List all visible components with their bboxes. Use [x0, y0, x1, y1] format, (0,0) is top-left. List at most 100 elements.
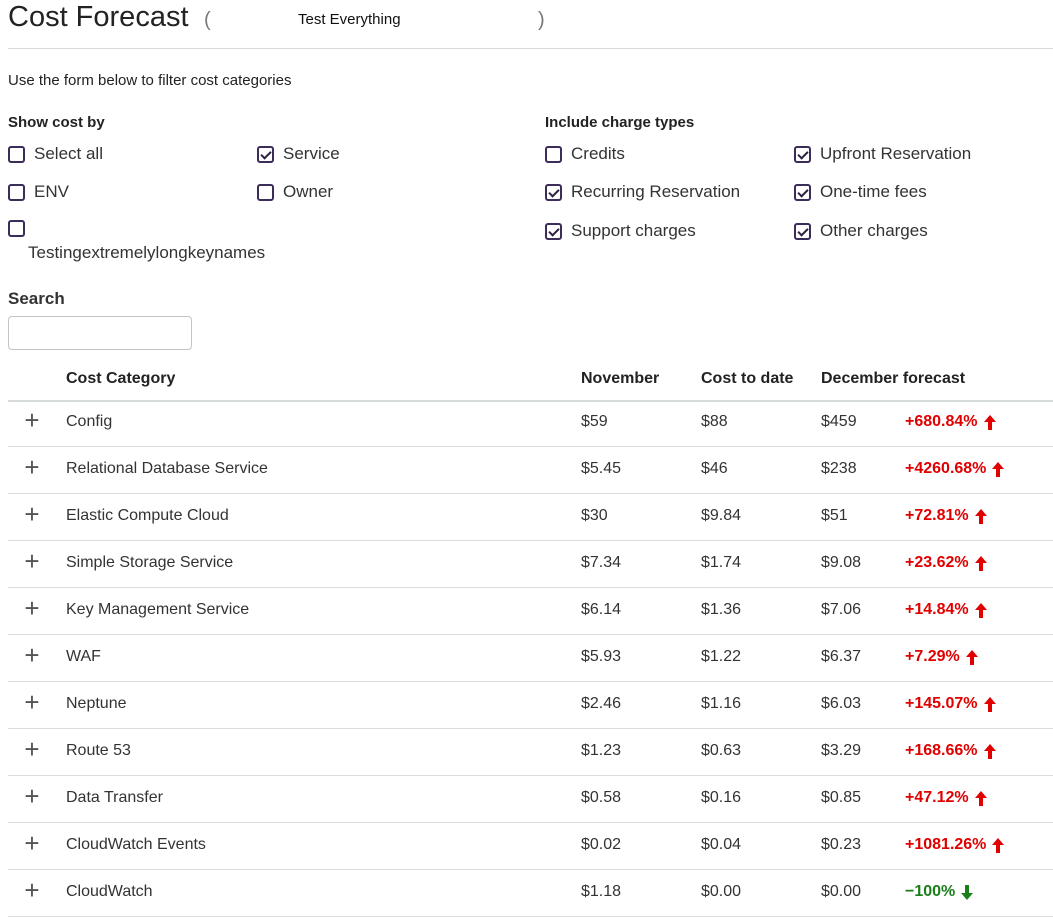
checkbox-icon[interactable]: [545, 145, 562, 163]
cell-category: Config: [66, 413, 113, 430]
show-cost-by-title: Show cost by: [8, 114, 105, 131]
cell-category: Data Transfer: [66, 789, 163, 806]
checkbox-icon[interactable]: [794, 183, 811, 201]
arrow-up-icon: [965, 649, 978, 665]
checkbox-testingextremelylongkeynames[interactable]: [8, 220, 34, 237]
cell-category: Relational Database Service: [66, 460, 268, 477]
table-row: + Config $59 $88 $459 +680.84%: [8, 400, 1053, 447]
change-value: +145.07%: [905, 695, 978, 712]
checkbox-icon[interactable]: [794, 222, 811, 240]
checkbox-icon[interactable]: [794, 145, 811, 163]
arrow-down-icon: [961, 884, 974, 900]
cell-november: $2.46: [581, 695, 622, 712]
column-header-december-forecast[interactable]: December forecast: [821, 370, 966, 387]
cell-november: $0.02: [581, 836, 622, 853]
cell-category: Neptune: [66, 695, 127, 712]
cell-december-forecast: $6.37: [821, 648, 862, 665]
arrow-up-icon: [974, 790, 987, 806]
expand-plus-icon[interactable]: +: [24, 781, 40, 811]
change-value: +72.81%: [905, 507, 969, 524]
checkbox-icon[interactable]: [257, 183, 274, 201]
cell-december-forecast: $7.06: [821, 601, 862, 618]
cell-december-forecast: $238: [821, 460, 857, 477]
checkbox-one-time-fees[interactable]: One-time fees: [794, 182, 927, 202]
table-row: + CloudWatch $1.18 $0.00 $0.00 −100%: [8, 870, 1053, 917]
change-value: +7.29%: [905, 648, 960, 665]
arrow-up-icon: [974, 602, 987, 618]
cell-november: $5.45: [581, 460, 622, 477]
table-row: + Route 53 $1.23 $0.63 $3.29 +168.66%: [8, 729, 1053, 776]
checkbox-service[interactable]: Service: [257, 144, 340, 164]
cell-category: CloudWatch: [66, 883, 153, 900]
checkbox-owner[interactable]: Owner: [257, 182, 333, 202]
checkbox-select-all[interactable]: Select all: [8, 144, 103, 164]
cell-december-forecast: $459: [821, 413, 857, 430]
change-value: −100%: [905, 883, 956, 900]
table-row: + WAF $5.93 $1.22 $6.37 +7.29%: [8, 635, 1053, 682]
cell-category: WAF: [66, 648, 101, 665]
change-percent: +680.84%: [905, 413, 996, 431]
cell-december-forecast: $6.03: [821, 695, 862, 712]
table-row: + Elastic Compute Cloud $30 $9.84 $51 +72.81%: [8, 494, 1053, 541]
arrow-up-icon: [974, 508, 987, 524]
expand-plus-icon[interactable]: +: [24, 546, 40, 576]
cell-december-forecast: $9.08: [821, 554, 862, 571]
page-title: Cost Forecast: [8, 1, 189, 33]
checkbox-icon[interactable]: [545, 183, 562, 201]
expand-plus-icon[interactable]: +: [24, 499, 40, 529]
change-percent: −100%: [905, 883, 974, 901]
column-header-category[interactable]: Cost Category: [66, 370, 176, 387]
checkbox-credits[interactable]: Credits: [545, 144, 625, 164]
cell-cost-to-date: $88: [701, 413, 728, 430]
checkbox-recurring-reservation[interactable]: Recurring Reservation: [545, 182, 740, 202]
checkbox-other-charges[interactable]: Other charges: [794, 221, 928, 241]
cell-november: $1.18: [581, 883, 622, 900]
expand-plus-icon[interactable]: +: [24, 828, 40, 858]
checkbox-icon[interactable]: [8, 183, 25, 201]
cell-category: Simple Storage Service: [66, 554, 234, 571]
checkbox-upfront-reservation[interactable]: Upfront Reservation: [794, 144, 971, 164]
cell-december-forecast: $0.00: [821, 883, 862, 900]
column-header-november[interactable]: November: [581, 370, 660, 387]
change-percent: +14.84%: [905, 601, 987, 619]
table-row: + CloudWatch Events $0.02 $0.04 $0.23 +1081.2…: [8, 823, 1053, 870]
cell-november: $6.14: [581, 601, 622, 618]
expand-plus-icon[interactable]: +: [24, 640, 40, 670]
cell-cost-to-date: $46: [701, 460, 728, 477]
expand-plus-icon[interactable]: +: [24, 593, 40, 623]
checkbox-icon[interactable]: [257, 145, 274, 163]
table-row: + Key Management Service $6.14 $1.36 $7.06 +1…: [8, 588, 1053, 635]
change-percent: +47.12%: [905, 789, 987, 807]
charge-types-title: Include charge types: [545, 114, 695, 131]
change-value: +680.84%: [905, 413, 978, 430]
table-row: + Data Transfer $0.58 $0.16 $0.85 +47.12%: [8, 776, 1053, 823]
column-header-cost-to-date[interactable]: Cost to date: [701, 370, 794, 387]
change-value: +23.62%: [905, 554, 969, 571]
expand-plus-icon[interactable]: +: [24, 405, 40, 435]
close-paren: ): [538, 9, 545, 31]
change-value: +14.84%: [905, 601, 969, 618]
checkbox-icon[interactable]: [8, 220, 25, 237]
change-percent: +168.66%: [905, 742, 996, 760]
cell-category: Key Management Service: [66, 601, 250, 618]
cell-category: CloudWatch Events: [66, 836, 206, 853]
checkbox-icon[interactable]: [545, 222, 562, 240]
cell-cost-to-date: $0.16: [701, 789, 742, 806]
cell-november: $0.58: [581, 789, 622, 806]
cell-category: Route 53: [66, 742, 131, 759]
expand-plus-icon[interactable]: +: [24, 687, 40, 717]
expand-plus-icon[interactable]: +: [24, 875, 40, 905]
cell-november: $1.23: [581, 742, 622, 759]
search-input[interactable]: [8, 316, 192, 350]
checkbox-env[interactable]: ENV: [8, 182, 69, 202]
checkbox-support-charges[interactable]: Support charges: [545, 221, 696, 241]
arrow-up-icon: [974, 555, 987, 571]
cell-december-forecast: $3.29: [821, 742, 862, 759]
cell-cost-to-date: $1.74: [701, 554, 742, 571]
arrow-up-icon: [983, 696, 996, 712]
expand-plus-icon[interactable]: +: [24, 452, 40, 482]
cell-december-forecast: $0.23: [821, 836, 862, 853]
expand-plus-icon[interactable]: +: [24, 734, 40, 764]
cell-cost-to-date: $1.16: [701, 695, 742, 712]
checkbox-icon[interactable]: [8, 145, 25, 163]
